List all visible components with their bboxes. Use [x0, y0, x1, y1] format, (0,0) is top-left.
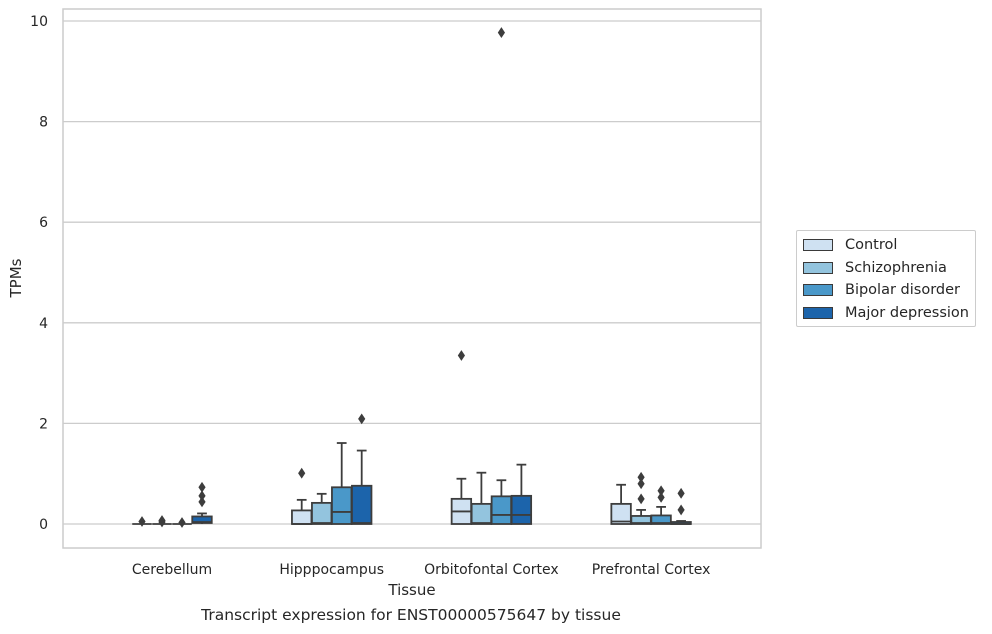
outlier-point: [637, 493, 645, 505]
outlier-point: [677, 504, 685, 516]
box-rect: [510, 494, 533, 525]
box-rect: [331, 486, 353, 525]
outlier-point: [637, 478, 645, 490]
outlier-point: [138, 516, 146, 527]
outlier-point: [497, 27, 505, 38]
outlier-point: [677, 487, 685, 499]
box-bipolar-disorder: [650, 485, 672, 525]
legend-item: Major depression: [803, 302, 969, 325]
x-tick-label: Hipppocampus: [279, 562, 384, 578]
box-major-depression: [351, 413, 373, 525]
y-tick-label: 4: [39, 316, 48, 332]
outlier-point: [457, 350, 465, 361]
legend-label: Control: [845, 237, 898, 254]
figure-caption: Transcript expression for ENST0000057564…: [201, 606, 621, 624]
box-rect: [191, 515, 213, 524]
legend-item: Schizophrenia: [803, 257, 969, 280]
box-major-depression: [191, 481, 213, 524]
legend-swatch: [803, 239, 833, 252]
outlier-point: [298, 467, 306, 479]
legend-swatch: [803, 284, 833, 297]
box-rect: [650, 514, 672, 525]
gridlines: [63, 20, 761, 525]
box-control: [132, 516, 152, 527]
legend-swatch: [803, 306, 833, 319]
x-axis-title: Tissue: [387, 581, 435, 599]
box-schizophrenia: [152, 515, 172, 528]
box-schizophrenia: [311, 492, 333, 525]
plot-frame: [62, 8, 762, 549]
outlier-point: [198, 490, 206, 502]
legend-item: Bipolar disorder: [803, 279, 969, 302]
box-schizophrenia: [630, 471, 652, 525]
legend-label: Bipolar disorder: [845, 282, 960, 299]
box-rect: [470, 502, 493, 525]
outlier-point: [158, 515, 166, 526]
x-tick-label: Orbitofontal Cortex: [424, 562, 559, 578]
y-axis-title: TPMs: [7, 258, 25, 298]
x-tick-label: Prefrontal Cortex: [592, 562, 711, 578]
legend-label: Schizophrenia: [845, 259, 947, 276]
legend-label: Major depression: [845, 304, 969, 321]
box-rect: [311, 501, 333, 525]
box-control: [291, 467, 313, 525]
outlier-point: [657, 485, 665, 497]
legend: Control Schizophrenia Bipolar disorder Majo…: [796, 230, 976, 327]
y-tick-label: 2: [39, 416, 48, 432]
boxes: [132, 27, 692, 528]
y-tick-label: 6: [39, 215, 48, 231]
box-rect: [610, 502, 632, 525]
outlier-point: [637, 471, 645, 483]
box-bipolar-disorder: [331, 442, 353, 525]
box-rect: [351, 484, 373, 525]
box-control: [450, 350, 473, 525]
legend-swatch: [803, 261, 833, 274]
box-control: [610, 483, 632, 525]
y-tick-label: 0: [39, 517, 48, 533]
tick-labels: 0 2 4 6 8 10 Cerebellum Hipppocampus Orbitofonta…: [30, 14, 710, 578]
outlier-point: [178, 517, 186, 528]
box-major-depression: [670, 487, 692, 525]
y-tick-label: 8: [39, 115, 48, 131]
outlier-point: [198, 481, 206, 493]
box-rect: [291, 509, 313, 525]
legend-item: Control: [803, 234, 969, 257]
box-rect: [490, 495, 513, 525]
box-schizophrenia: [470, 471, 493, 525]
y-tick-label: 10: [30, 14, 48, 30]
box-major-depression: [510, 463, 533, 525]
outlier-point: [198, 496, 206, 508]
outlier-point: [657, 491, 665, 503]
box-bipolar-disorder: [490, 27, 513, 525]
x-tick-label: Cerebellum: [132, 562, 212, 578]
outlier-point: [358, 413, 366, 425]
box-bipolar-disorder: [172, 517, 192, 528]
